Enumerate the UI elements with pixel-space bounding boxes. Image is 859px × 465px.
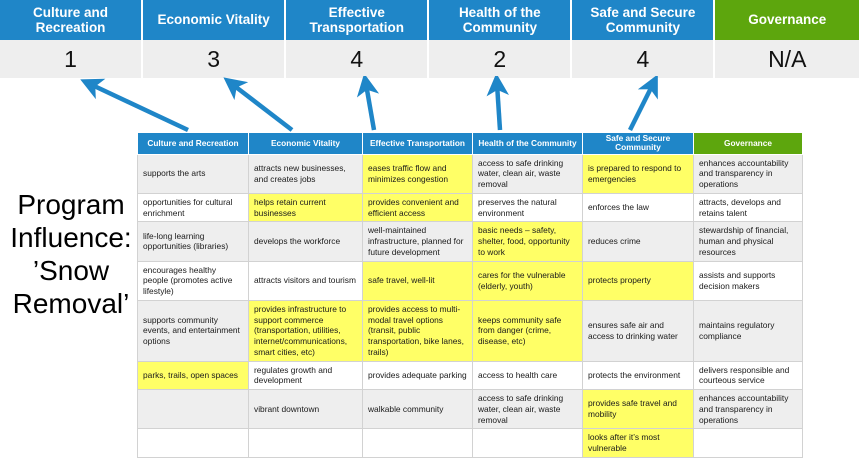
matrix-cell: safe travel, well-lit <box>362 260 473 301</box>
matrix-cell: provides adequate parking <box>362 360 473 391</box>
matrix-row: life-long learning opportunities (librar… <box>137 221 803 262</box>
matrix-cell <box>248 428 363 458</box>
matrix-row: looks after it’s most vulnerable <box>137 428 803 458</box>
matrix-header-safe-and-secure-community: Safe and Secure Community <box>582 132 694 155</box>
matrix-cell: enforces the law <box>582 192 694 223</box>
matrix-cell: vibrant downtown <box>248 389 363 430</box>
matrix-header-effective-transportation: Effective Transportation <box>362 132 473 155</box>
matrix-cell: keeps community safe from danger (crime,… <box>472 299 583 362</box>
matrix-cell: parks, trails, open spaces <box>137 360 249 391</box>
matrix-cell: protects the environment <box>582 360 694 391</box>
caption-line-4: Removal’ <box>12 288 130 320</box>
matrix-row: encourages healthy people (promotes acti… <box>137 260 803 301</box>
matrix-cell: access to health care <box>472 360 583 391</box>
matrix-cell: attracts new businesses, and creates job… <box>248 153 363 194</box>
score-value-health-of-the-community: 2 <box>429 40 573 78</box>
matrix-cell: looks after it’s most vulnerable <box>582 428 694 458</box>
matrix-body: supports the arts attracts new businesses… <box>137 153 803 458</box>
matrix-cell: delivers responsible and courteous servi… <box>693 360 803 391</box>
score-header-effective-transportation: Effective Transportation <box>286 0 430 40</box>
matrix-cell: supports the arts <box>137 153 249 194</box>
matrix-cell: preserves the natural environment <box>472 192 583 223</box>
matrix-cell <box>137 389 249 430</box>
matrix-cell: ensures safe air and access to drinking … <box>582 299 694 362</box>
matrix-cell: provides infrastructure to support comme… <box>248 299 363 362</box>
matrix-cell: protects property <box>582 260 694 301</box>
matrix-cell: cares for the vulnerable (elderly, youth… <box>472 260 583 301</box>
matrix-cell: stewardship of financial, human and phys… <box>693 221 803 262</box>
arrow-safe-and-secure-community <box>627 76 658 132</box>
matrix-cell: develops the workforce <box>248 221 363 262</box>
score-header-governance: Governance <box>715 0 859 40</box>
matrix-cell: walkable community <box>362 389 473 430</box>
score-column-health-of-the-community: Health of the Community 2 <box>429 0 573 78</box>
matrix-row: opportunities for cultural enrichment hel… <box>137 192 803 223</box>
matrix-cell: basic needs – safety, shelter, food, opp… <box>472 221 583 262</box>
matrix-header-health-of-the-community: Health of the Community <box>472 132 583 155</box>
matrix-row: vibrant downtown walkable community access… <box>137 389 803 430</box>
matrix-cell: is prepared to respond to emergencies <box>582 153 694 194</box>
matrix-cell: eases traffic flow and minimizes congest… <box>362 153 473 194</box>
arrow-health-of-the-community <box>486 76 509 131</box>
matrix-cell: enhances accountability and transparency… <box>693 153 803 194</box>
matrix-cell: reduces crime <box>582 221 694 262</box>
matrix-header-economic-vitality: Economic Vitality <box>248 132 363 155</box>
matrix-cell <box>362 428 473 458</box>
score-header-health-of-the-community: Health of the Community <box>429 0 573 40</box>
score-header-economic-vitality: Economic Vitality <box>143 0 287 40</box>
score-value-culture-and-recreation: 1 <box>0 40 144 78</box>
caption-line-3: ’Snow <box>32 255 110 287</box>
score-value-effective-transportation: 4 <box>286 40 430 78</box>
score-value-economic-vitality: 3 <box>143 40 287 78</box>
matrix-cell: supports community events, and entertain… <box>137 299 249 362</box>
matrix-cell: assists and supports decision makers <box>693 260 803 301</box>
matrix-cell: helps retain current businesses <box>248 192 363 223</box>
score-column-economic-vitality: Economic Vitality 3 <box>143 0 287 78</box>
arrow-group <box>80 76 658 133</box>
matrix-header-culture-and-recreation: Culture and Recreation <box>137 132 249 155</box>
matrix-header: Culture and Recreation Economic Vitality E… <box>137 132 803 155</box>
score-column-culture-and-recreation: Culture and Recreation 1 <box>0 0 144 78</box>
matrix-cell: attracts visitors and tourism <box>248 260 363 301</box>
score-value-governance: N/A <box>715 40 859 78</box>
arrow-economic-vitality <box>223 77 294 132</box>
matrix-cell: attracts, develops and retains talent <box>693 192 803 223</box>
matrix-cell: enhances accountability and transparency… <box>693 389 803 430</box>
arrow-culture-and-recreation <box>80 78 189 133</box>
matrix-cell: provides safe travel and mobility <box>582 389 694 430</box>
matrix-cell: access to safe drinking water, clean air… <box>472 389 583 430</box>
matrix-row: parks, trails, open spaces regulates grow… <box>137 360 803 391</box>
matrix-cell: maintains regulatory compliance <box>693 299 803 362</box>
arrow-layer <box>80 76 658 133</box>
program-influence-matrix: Culture and Recreation Economic Vitality E… <box>137 132 803 458</box>
matrix-header-governance: Governance <box>693 132 803 155</box>
score-column-safe-and-secure-community: Safe and Secure Community 4 <box>572 0 716 78</box>
program-influence-caption: Program Influence: ’Snow Removal’ <box>8 188 134 320</box>
matrix-cell: provides access to multi-modal travel op… <box>362 299 473 362</box>
matrix-cell <box>472 428 583 458</box>
matrix-cell <box>693 428 803 458</box>
matrix-cell <box>137 428 249 458</box>
matrix-cell: regulates growth and development <box>248 360 363 391</box>
matrix-row: supports the arts attracts new businesses… <box>137 153 803 194</box>
score-column-governance: Governance N/A <box>715 0 859 78</box>
matrix-row: supports community events, and entertain… <box>137 299 803 362</box>
caption-line-1: Program <box>17 189 125 220</box>
matrix-cell: life-long learning opportunities (librar… <box>137 221 249 262</box>
matrix-cell: encourages healthy people (promotes acti… <box>137 260 249 301</box>
caption-line-2: Influence: <box>10 222 132 254</box>
arrow-effective-transportation <box>356 76 380 131</box>
score-header-safe-and-secure-community: Safe and Secure Community <box>572 0 716 40</box>
matrix-cell: opportunities for cultural enrichment <box>137 192 249 223</box>
score-header-culture-and-recreation: Culture and Recreation <box>0 0 144 40</box>
matrix-cell: access to safe drinking water, clean air… <box>472 153 583 194</box>
matrix-cell: provides convenient and efficient access <box>362 192 473 223</box>
score-bar: Culture and Recreation 1 Economic Vitality… <box>0 0 859 78</box>
matrix-cell: well-maintained infrastructure, planned … <box>362 221 473 262</box>
score-column-effective-transportation: Effective Transportation 4 <box>286 0 430 78</box>
matrix-header-row: Culture and Recreation Economic Vitality E… <box>137 132 803 155</box>
score-value-safe-and-secure-community: 4 <box>572 40 716 78</box>
